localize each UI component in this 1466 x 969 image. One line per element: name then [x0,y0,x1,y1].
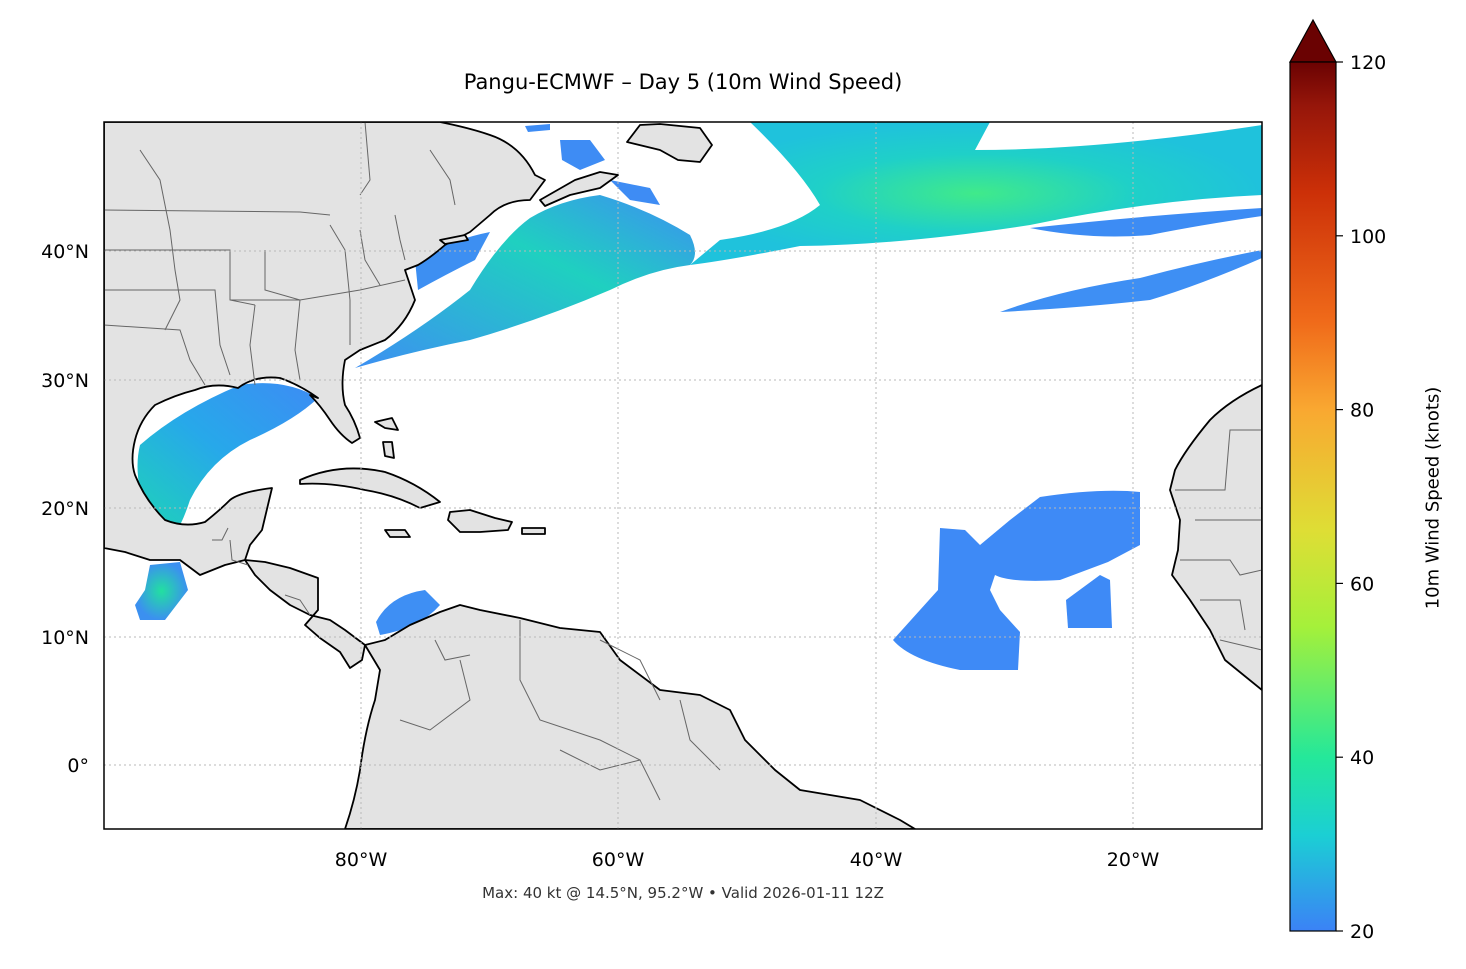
bahamas-1 [374,417,399,431]
land [104,122,1262,829]
lon-tick-40w: 40°W [850,849,903,871]
colorbar-tick-label: 120 [1350,52,1386,74]
political-borders [104,122,1262,801]
lat-tick-30n: 30°N [41,370,89,392]
newfoundland [626,123,713,163]
colorbar-label: 10m Wind Speed (knots) [1422,386,1444,610]
colorbar-gradient [1289,61,1337,932]
lon-tick-80w: 80°W [335,849,388,871]
lat-tick-0: 0° [67,755,89,777]
colorbar-tick-label: 80 [1350,400,1374,422]
wind-region-southwest-atlantic-upper [1030,208,1262,237]
wind-region-north-atlantic-jet [690,122,1262,265]
bahamas-2 [382,441,395,459]
colorbar-tick-label: 100 [1350,226,1386,248]
wind-region-caribbean-colombia [376,590,440,635]
lat-tick-20n: 20°N [41,498,89,520]
max-wind-footnote: Max: 40 kt @ 14.5°N, 95.2°W • Valid 2026… [482,884,884,902]
nova-scotia [539,171,619,207]
wind-region-gulf-of-st-lawrence [560,140,605,170]
long-island [439,234,469,245]
lat-tick-40n: 40°N [41,241,89,263]
colorbar-ticks: 20 40 60 80 100 120 [1336,52,1386,943]
wind-region-gulf-of-mexico [137,383,318,530]
colorbar: 20 40 60 80 100 120 [1288,18,1386,943]
south-america [344,604,916,829]
cuba [299,467,441,509]
colorbar-tick-label: 20 [1350,921,1374,943]
wind-region-southwest-atlantic-streak [1000,250,1262,312]
puerto-rico [521,527,546,535]
africa [1169,384,1262,691]
lat-tick-10n: 10°N [41,627,89,649]
wind-region-labrador-north [525,124,550,132]
map-frame [103,121,1263,830]
colorbar-tick-label: 40 [1350,747,1374,769]
hispaniola [447,509,513,533]
jamaica [384,529,411,538]
colorbar-tick-label: 60 [1350,573,1374,595]
central-america [244,559,366,669]
colorbar-extend-arrow [1288,18,1338,63]
map-axes: 40°N 30°N 20°N 10°N 0° 80°W 60°W 40°W 20… [41,121,1263,871]
lat-tick-labels: 40°N 30°N 20°N 10°N 0° [41,241,89,777]
map-title: Pangu-ECMWF – Day 5 (10m Wind Speed) [463,70,903,94]
wind-region-cape-verde-trades [1066,575,1112,628]
wind-region-us-east-coast [355,195,695,368]
lon-tick-20w: 20°W [1107,849,1160,871]
wind-region-tropical-atlantic-trades [893,490,1140,670]
north-america-landmass [104,122,546,576]
gridlines [104,122,1262,829]
wind-region-gulf-of-tehuantepec [135,562,188,620]
lon-tick-labels: 80°W 60°W 40°W 20°W [335,849,1160,871]
wind-region-gulf-st-lawrence-east [610,180,660,205]
lon-tick-60w: 60°W [592,849,645,871]
wind-region-us-east-coast-north [415,232,490,290]
